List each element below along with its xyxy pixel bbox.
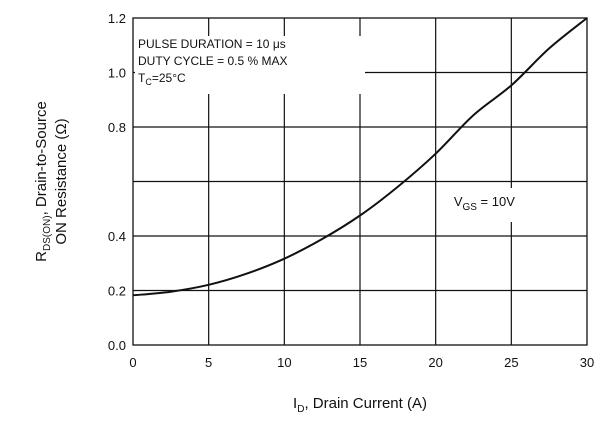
x-title-sub: D	[297, 404, 304, 415]
x-tick-label: 30	[580, 355, 594, 370]
x-tick-labels: 0 5 10 15 20 25 30	[129, 355, 594, 370]
x-tick-label: 5	[205, 355, 212, 370]
vgs-main: V	[454, 194, 463, 209]
y-tick-label: 1.2	[108, 11, 126, 26]
y-title-main: R	[33, 251, 50, 262]
y-tick-label: 0.8	[108, 120, 126, 135]
y-axis-title-line1: RDS(ON), Drain-to-Source	[33, 101, 53, 262]
x-tick-label: 20	[428, 355, 442, 370]
annotation-pulse-duration: PULSE DURATION = 10 μs	[138, 37, 286, 51]
x-tick-label: 25	[504, 355, 518, 370]
series	[132, 17, 588, 297]
y-tick-label: 1.0	[108, 66, 126, 81]
y-tick-label: 0.2	[108, 283, 126, 298]
y-tick-label: 0.0	[108, 338, 126, 353]
y-tick-labels: 0.0 0.2 0.4 0.8 1.0 1.2	[108, 11, 126, 353]
x-title-rest: , Drain Current (A)	[304, 395, 427, 412]
y-axis-title-line2: ON Resistance (Ω)	[53, 118, 70, 244]
series-label-vgs: VGS = 10V	[454, 194, 515, 213]
x-title-main: I	[293, 395, 297, 412]
x-tick-label: 0	[129, 355, 136, 370]
tc-main: T	[138, 71, 146, 85]
vgs-sub: GS	[462, 202, 477, 213]
x-tick-label: 15	[353, 355, 367, 370]
y-axis-title: RDS(ON), Drain-to-Source ON Resistance (…	[33, 101, 70, 262]
series-line	[132, 17, 588, 297]
y-title-sub: DS(ON)	[42, 215, 53, 251]
annotation-background	[135, 36, 365, 94]
tc-sub: C	[145, 77, 152, 87]
annotation-case-temperature: TC=25°C	[138, 71, 186, 87]
x-axis-title: ID, Drain Current (A)	[293, 395, 427, 415]
annotation-duty-cycle: DUTY CYCLE = 0.5 % MAX	[138, 54, 288, 68]
tc-rest: =25°C	[152, 71, 186, 85]
x-tick-label: 10	[277, 355, 291, 370]
vgs-rest: = 10V	[477, 194, 515, 209]
y-tick-label: 0.4	[108, 229, 126, 244]
plot-frame	[132, 17, 588, 346]
y-title-rest: , Drain-to-Source	[33, 101, 50, 215]
series-label-background	[446, 188, 535, 222]
